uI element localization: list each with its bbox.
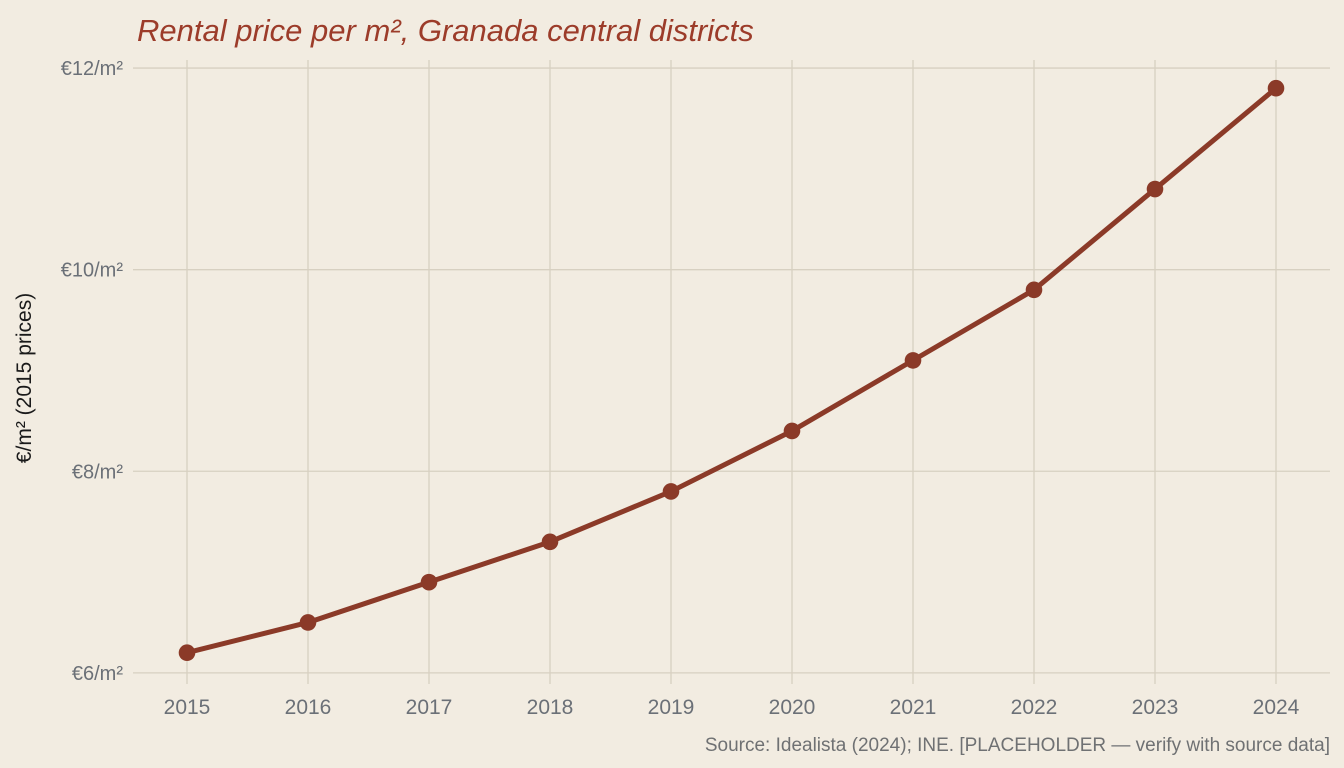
x-tick-label-2015: 2015 bbox=[164, 696, 211, 719]
source-note: Source: Idealista (2024); INE. [PLACEHOL… bbox=[705, 735, 1330, 756]
y-axis-tick-labels: €6/m² €8/m² €10/m² €12/m² bbox=[61, 58, 124, 685]
data-point-2019 bbox=[662, 483, 680, 500]
x-tick-label-2019: 2019 bbox=[648, 696, 695, 719]
gridlines bbox=[133, 60, 1330, 684]
data-point-2023 bbox=[1146, 180, 1164, 198]
data-point-2024 bbox=[1267, 79, 1285, 97]
data-point-2020 bbox=[783, 422, 801, 440]
data-point-2016 bbox=[299, 614, 317, 631]
trend-line bbox=[184, 85, 1279, 656]
line-series bbox=[178, 79, 1285, 662]
x-axis-tick-labels: 2015 2016 2017 2018 2019 2020 2021 2022 2023 2024 bbox=[164, 696, 1300, 719]
x-tick-label-2023: 2023 bbox=[1132, 696, 1179, 719]
x-tick-label-2022: 2022 bbox=[1011, 696, 1058, 719]
x-tick-label-2018: 2018 bbox=[527, 696, 574, 719]
data-point-2022 bbox=[1025, 281, 1043, 299]
y-tick-label-6: €6/m² bbox=[72, 663, 123, 685]
x-tick-label-2021: 2021 bbox=[890, 696, 937, 719]
y-axis-title: €/m² (2015 prices) bbox=[13, 293, 36, 463]
x-tick-label-2017: 2017 bbox=[406, 696, 453, 719]
data-point-2017 bbox=[420, 573, 438, 591]
y-tick-label-10: €10/m² bbox=[61, 260, 124, 282]
y-tick-label-8: €8/m² bbox=[72, 461, 123, 483]
x-tick-label-2024: 2024 bbox=[1253, 696, 1300, 719]
data-point-2021 bbox=[904, 352, 922, 369]
x-tick-label-2016: 2016 bbox=[285, 696, 332, 719]
data-point-2015 bbox=[178, 644, 196, 662]
y-tick-label-12: €12/m² bbox=[61, 58, 124, 80]
data-point-2018 bbox=[541, 533, 559, 551]
x-tick-label-2020: 2020 bbox=[769, 696, 816, 719]
chart-title: Rental price per m², Granada central dis… bbox=[137, 13, 754, 48]
